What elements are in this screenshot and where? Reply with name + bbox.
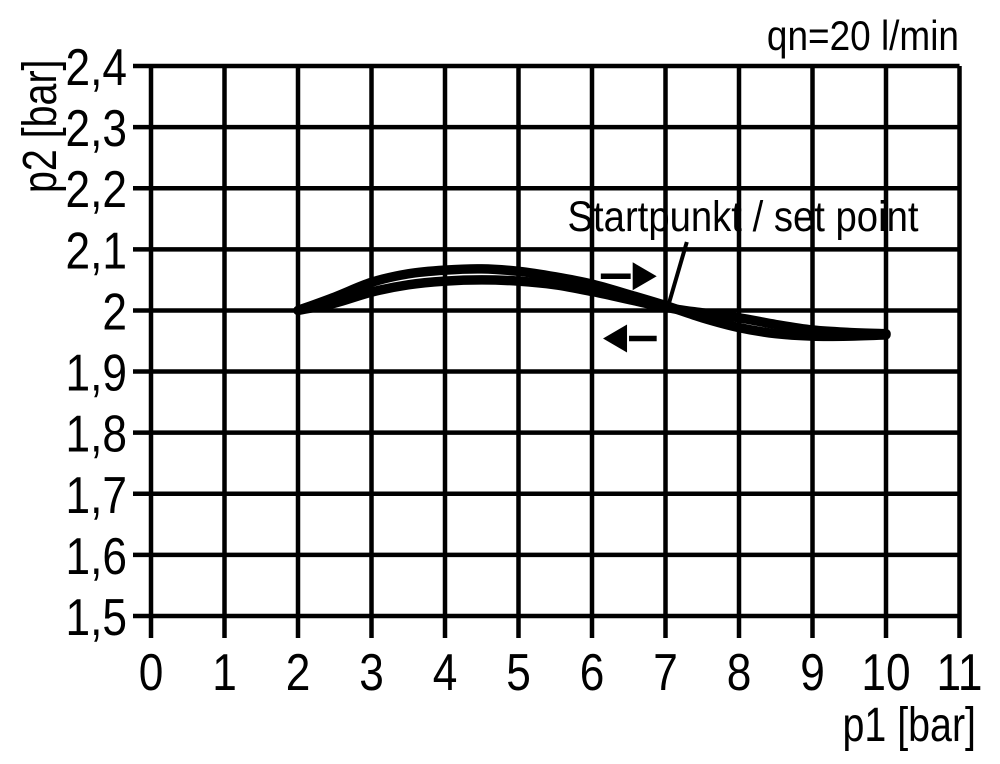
- y-tick-label: 1,9: [66, 345, 128, 403]
- x-axis-title: p1 [bar]: [843, 699, 977, 752]
- y-tick-label: 2: [102, 283, 127, 341]
- x-tick-label: 2: [286, 644, 311, 702]
- x-tick-label: 9: [800, 644, 825, 702]
- left-arrowhead-icon: [603, 324, 628, 353]
- x-tick-label: 10: [861, 644, 910, 702]
- x-tick-label: 3: [359, 644, 384, 702]
- x-tick-label: 11: [937, 644, 983, 702]
- curve-forward: [293, 264, 891, 342]
- x-tick-label: 7: [653, 644, 678, 702]
- hysteresis-curves: [293, 264, 891, 342]
- y-tick-label: 1,5: [66, 589, 128, 647]
- set-point-label: Startpunkt / set point: [568, 193, 919, 241]
- right-arrowhead-icon: [632, 262, 657, 291]
- y-tick-label: 2,2: [66, 161, 128, 219]
- curve-return: [293, 275, 891, 339]
- x-tick-label: 8: [727, 644, 752, 702]
- x-tick-label: 4: [433, 644, 458, 702]
- x-tick-label: 5: [506, 644, 531, 702]
- y-tick-label: 2,1: [66, 222, 128, 280]
- grid: [133, 63, 962, 638]
- y-tick-label: 2,4: [66, 39, 128, 97]
- x-tick-label: 0: [139, 644, 164, 702]
- x-tick-label: 1: [212, 644, 237, 702]
- y-tick-label: 2,3: [66, 100, 128, 158]
- y-axis-title: p2 [bar]: [14, 60, 67, 194]
- y-tick-label: 1,7: [66, 467, 128, 525]
- x-tick-label: 6: [580, 644, 605, 702]
- y-tick-label: 1,6: [66, 528, 128, 586]
- y-tick-labels: 1,51,61,71,81,922,12,22,32,4: [66, 39, 128, 647]
- flow-rate-label: qn=20 l/min: [767, 12, 959, 59]
- annotation-leader: [667, 241, 689, 304]
- x-tick-labels: 0 1 2 3 4 5 6 7 8 9 10 11: [139, 644, 983, 702]
- annotation-leader-line: [667, 241, 689, 304]
- direction-arrows: [600, 262, 657, 353]
- y-tick-label: 1,8: [66, 406, 128, 464]
